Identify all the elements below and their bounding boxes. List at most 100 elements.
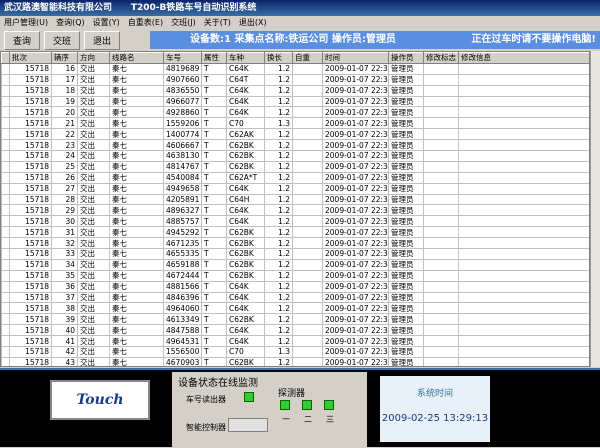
table-cell [458,106,589,119]
table-cell: 管理员 [388,84,424,97]
table-row[interactable]: 15718 41 交出 秦七 4964531 T C64K 1.2 2009-01-07 22:… [1,335,589,348]
row-indicator [1,106,10,119]
table-cell: 交出 [77,150,110,162]
table-row[interactable]: 15718 20 交出 秦七 4928860 T C64K 1.2 2009-01-07 22:… [1,106,589,119]
table-cell: C62BK [226,248,265,260]
table-cell: 2009-01-07 22:37:41 [322,150,389,162]
table-cell [458,160,589,173]
table-cell: 2009-01-07 22:38:21 [322,356,389,366]
table-cell: 4606667 [163,139,202,152]
table-row[interactable]: 15718 26 交出 秦七 4540084 T C62A*T 1.2 2009-01-07 2… [1,171,589,184]
table-cell: T [201,335,227,348]
scrollbar[interactable] [590,51,600,367]
table-row[interactable]: 15718 16 交出 秦七 4819689 T C64K 1.2 2009-01-07 22:… [1,62,589,75]
table-cell [292,215,323,228]
table-row[interactable]: 15718 25 交出 秦七 4814767 T C62BK 1.2 2009-01-07 22… [1,160,589,173]
table-cell: 秦七 [109,73,164,86]
table-cell: 交出 [77,324,110,337]
row-indicator [1,356,10,366]
table-cell: 秦七 [109,269,164,282]
table-cell: 1.2 [264,356,293,366]
table-cell: 1.2 [264,269,293,282]
row-indicator [1,291,10,304]
toolbar-button[interactable]: 查询 [4,30,41,50]
table-cell: 交出 [77,280,110,293]
table-cell: 管理员 [388,215,424,228]
menu-item[interactable]: 用户管理(U) [4,18,49,27]
table-cell [292,356,323,366]
table-row[interactable]: 15718 35 交出 秦七 4672444 T C62BK 1.2 2009-01-07 22… [1,269,589,282]
table-cell: 交出 [77,291,110,304]
table-row[interactable]: 15718 29 交出 秦七 4896327 T C64K 1.2 2009-01-07 22:… [1,204,589,217]
table-cell: 交出 [77,73,110,86]
table-row[interactable]: 15718 23 交出 秦七 4606667 T C62BK 1.2 2009-01-07 22… [1,139,589,152]
table-cell [458,302,589,315]
table-row[interactable]: 15718 32 交出 秦七 4671235 T C62BK 1.2 2009-01-07 22… [1,237,589,250]
table-cell [292,95,323,108]
menu-item[interactable]: 自重表(E) [127,18,164,27]
table-cell [423,95,459,108]
table-cell: 4672444 [163,269,202,282]
table-row[interactable]: 15718 34 交出 秦七 4659188 T C62BK 1.2 2009-01-07 22… [1,258,589,271]
table-cell [458,313,589,326]
row-indicator [1,237,10,250]
row-indicator [1,280,10,293]
menu-item[interactable]: 退出(X) [238,18,267,27]
table-cell: 2009-01-07 22:37:57 [322,226,389,239]
table-cell: 15718 [9,193,52,206]
table-cell: 15718 [9,215,52,228]
table-cell: 1.2 [264,324,293,337]
table-row[interactable]: 15718 33 交出 秦七 4655335 T C62BK 1.2 2009-01-07 22… [1,248,589,260]
monitor-panel: 设备状态在线监测 车号读出器 智能控制器 探测器 一 二 三 [172,372,367,448]
menu-item[interactable]: 查询(Q) [56,18,85,27]
table-cell: 2009-01-07 22:38:15 [322,324,389,337]
table-row[interactable]: 15718 28 交出 秦七 4205891 T C64H 1.2 2009-01-07 22:… [1,193,589,206]
table-row[interactable]: 15718 22 交出 秦七 1400774 T C62AK 1.2 2009-01-07 22… [1,128,589,141]
table-row[interactable]: 15718 27 交出 秦七 4949658 T C64K 1.2 2009-01-07 22:… [1,182,589,195]
table-cell: T [201,128,227,141]
table-row[interactable]: 15718 18 交出 秦七 4836550 T C64K 1.2 2009-01-07 22:… [1,84,589,97]
table-cell: 秦七 [109,117,164,130]
app-name: T200-B铁路车号自动识别系统 [130,3,257,13]
monitor-title: 设备状态在线监测 [178,378,258,389]
menu-item[interactable]: 交班(J) [171,18,196,27]
table-cell: 1.2 [264,248,293,260]
table-cell [458,324,589,337]
table-cell: 2009-01-07 22:37:35 [322,117,389,130]
table-row[interactable]: 15718 40 交出 秦七 4847588 T C64K 1.2 2009-01-07 22:… [1,324,589,337]
table-cell: T [201,73,227,86]
table-cell [423,237,459,250]
table-row[interactable]: 15718 19 交出 秦七 4966077 T C64K 1.2 2009-01-07 22:… [1,95,589,108]
table-row[interactable]: 15718 21 交出 秦七 1559206 T C70 1.3 2009-01-07 22:3… [1,117,589,130]
table-cell: C62BK [226,356,265,366]
table-row[interactable]: 15718 37 交出 秦七 4846396 T C64K 1.2 2009-01-07 22:… [1,291,589,304]
table-row[interactable]: 15718 30 交出 秦七 4885757 T C64K 1.2 2009-01-07 22:… [1,215,589,228]
table-cell: 4819689 [163,62,202,75]
toolbar-button[interactable]: 交班 [44,30,81,50]
table-cell [458,171,589,184]
company: 武汉路澳智能科技有限公司 [4,3,113,13]
banner-info: 设备数:1 采集点名称:铁运公司 操作员:管理员 [190,34,396,45]
table-row[interactable]: 15718 39 交出 秦七 4613349 T C62BK 1.2 2009-01-07 22… [1,313,589,326]
toolbar-button[interactable]: 退出 [84,30,121,50]
table-row[interactable]: 15718 17 交出 秦七 4907660 T C64T 1.2 2009-01-07 22:… [1,73,589,86]
table-row[interactable]: 15718 24 交出 秦七 4638130 T C62BK 1.2 2009-01-07 22… [1,150,589,162]
logo-box: Touch [50,380,150,420]
table-cell: 15718 [9,171,52,184]
table-row[interactable]: 15718 42 交出 秦七 1556500 T C70 1.3 2009-01-07 22:3… [1,346,589,358]
table-cell: 管理员 [388,171,424,184]
table-cell: 32 [51,237,78,250]
table-cell: T [201,106,227,119]
logo: Touch [76,392,124,408]
menu-item[interactable]: 关于(T) [203,18,231,27]
table-row[interactable]: 15718 36 交出 秦七 4881566 T C64K 1.2 2009-01-07 22:… [1,280,589,293]
table-row[interactable]: 15718 38 交出 秦七 4964060 T C64K 1.2 2009-01-07 22:… [1,302,589,315]
table-cell: 交出 [77,95,110,108]
table-cell [292,84,323,97]
table-cell: 31 [51,226,78,239]
menu-item[interactable]: 设置(Y) [92,18,120,27]
table-cell: 2009-01-07 22:37:25 [322,73,389,86]
table-row[interactable]: 15718 43 交出 秦七 4670903 T C62BK 1.2 2009-01-07 22… [1,356,589,366]
table-cell [458,62,589,75]
table-row[interactable]: 15718 31 交出 秦七 4945292 T C62BK 1.2 2009-01-07 22… [1,226,589,239]
